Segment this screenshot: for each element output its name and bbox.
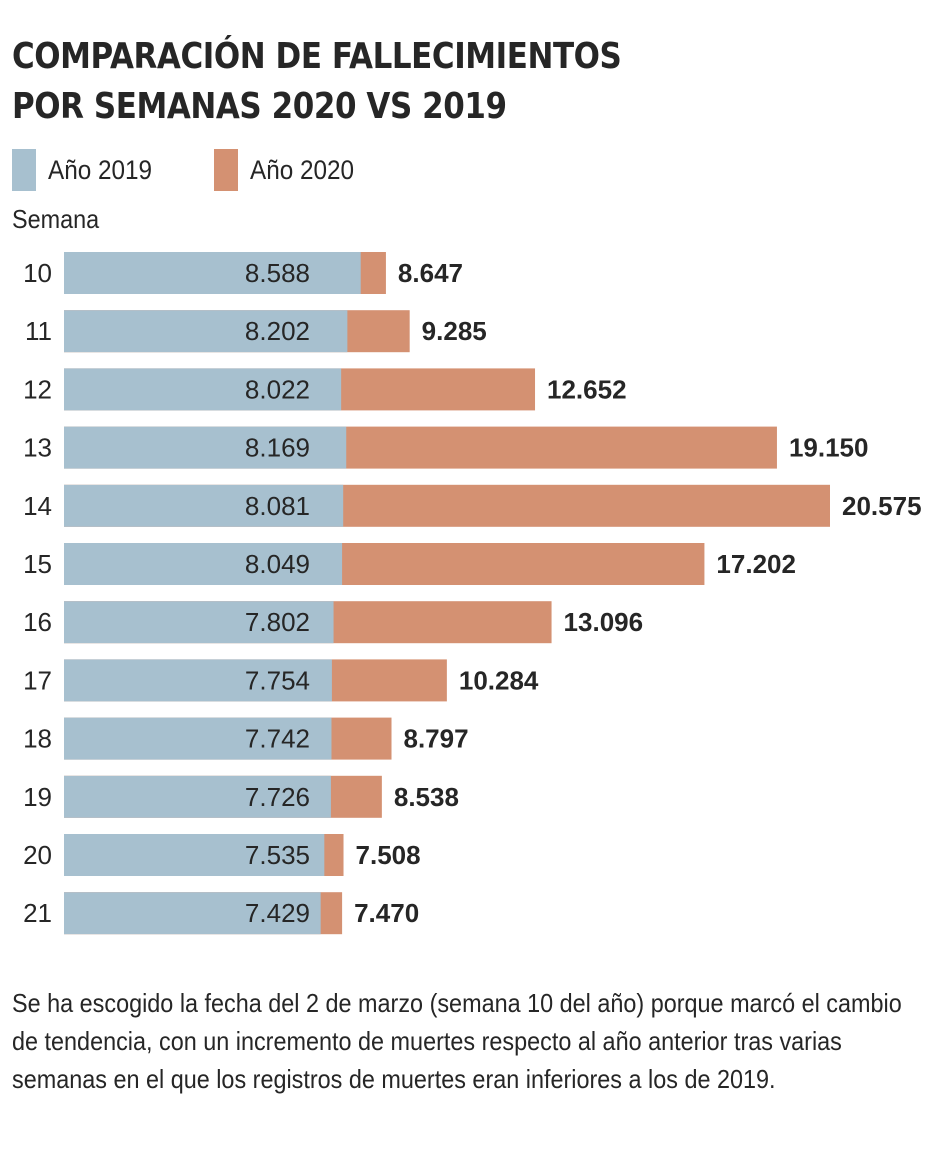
value-label-2019: 7.535	[245, 840, 310, 870]
value-label-2020: 8.647	[398, 258, 463, 288]
bar-row-week-14: 14 8.081 20.575	[23, 484, 922, 527]
bar-2019	[64, 368, 342, 411]
week-label: 12	[23, 374, 52, 404]
value-label-2020: 8.797	[404, 724, 469, 754]
bar-row-week-11: 11 8.202 9.285	[25, 310, 487, 353]
bar-row-week-12: 12 8.022 12.652	[23, 368, 627, 411]
value-label-2020: 7.470	[354, 898, 419, 928]
week-label: 16	[23, 607, 52, 637]
value-label-2020: 12.652	[547, 374, 627, 404]
bar-row-week-17: 17 7.754 10.284	[23, 659, 539, 702]
bar-2019	[64, 484, 344, 527]
value-label-2020: 19.150	[789, 433, 869, 463]
bar-row-week-20: 20 7.535 7.508	[23, 834, 421, 876]
week-label: 17	[23, 665, 52, 695]
bar-2019	[64, 601, 334, 644]
week-label: 18	[23, 724, 52, 754]
week-label: 21	[23, 898, 52, 928]
bar-row-week-21: 21 7.429 7.470	[23, 892, 419, 935]
week-label: 15	[23, 549, 52, 579]
legend-item-2020: Año 2020	[213, 149, 366, 191]
bar-2019	[64, 252, 361, 294]
bar-2019	[64, 775, 331, 818]
bar-2019	[64, 717, 332, 760]
value-label-2019: 8.022	[245, 374, 310, 404]
legend-item-2019: Año 2019	[12, 149, 164, 191]
week-label: 13	[23, 433, 52, 463]
value-label-2019: 7.802	[245, 607, 310, 637]
value-label-2020: 13.096	[564, 607, 644, 637]
legend-label-2020: Año 2020	[249, 154, 354, 185]
chart-title: COMPARACIÓN DE FALLECIMIENTOS POR SEMANA…	[12, 32, 700, 132]
bar-row-week-10: 10 8.588 8.647	[23, 252, 463, 294]
bar-2019	[64, 426, 347, 469]
title-line-1: COMPARACIÓN DE FALLECIMIENTOS	[12, 36, 622, 77]
value-label-2019: 7.754	[245, 665, 310, 695]
value-label-2019: 7.742	[245, 724, 310, 754]
bar-2019	[64, 892, 321, 935]
value-label-2019: 7.429	[245, 898, 310, 928]
legend-swatch-2020	[213, 149, 238, 191]
bar-2019	[64, 310, 348, 353]
value-label-2019: 8.169	[245, 433, 310, 463]
bar-2019	[64, 659, 332, 702]
legend-swatch-2019	[12, 149, 36, 191]
week-label: 20	[23, 840, 52, 870]
value-label-2020: 10.284	[459, 665, 539, 695]
bar-2019	[64, 543, 343, 585]
value-label-2019: 8.081	[245, 491, 310, 521]
bar-row-week-16: 16 7.802 13.096	[23, 601, 644, 644]
value-label-2019: 8.202	[245, 316, 310, 346]
bar-chart: 10 8.588 8.647 11 8.202 9.285 12 8.022 12.652 13 8…	[23, 252, 922, 935]
value-label-2020: 7.508	[356, 840, 421, 870]
value-label-2019: 7.726	[245, 782, 310, 812]
bar-2019	[64, 834, 325, 876]
week-label: 14	[23, 491, 52, 521]
week-label: 19	[23, 782, 52, 812]
bar-row-week-19: 19 7.726 8.538	[23, 775, 459, 818]
bar-row-week-13: 13 8.169 19.150	[23, 426, 869, 469]
value-label-2020: 17.202	[716, 549, 796, 579]
value-label-2020: 8.538	[394, 782, 459, 812]
bar-row-week-15: 15 8.049 17.202	[23, 543, 796, 585]
value-label-2019: 8.049	[245, 549, 310, 579]
bar-row-week-18: 18 7.742 8.797	[23, 717, 469, 760]
title-line-2: POR SEMANAS 2020 VS 2019	[12, 86, 507, 127]
value-label-2020: 20.575	[842, 491, 922, 521]
legend-label-2019: Año 2019	[48, 154, 153, 185]
value-label-2019: 8.588	[245, 258, 310, 288]
footnote: Se ha escogido la fecha del 2 de marzo (…	[12, 988, 902, 1094]
y-axis-title: Semana	[12, 204, 100, 234]
week-label: 11	[25, 316, 52, 346]
value-label-2020: 9.285	[422, 316, 487, 346]
week-label: 10	[23, 258, 52, 288]
legend: Año 2019 Año 2020	[12, 148, 415, 192]
